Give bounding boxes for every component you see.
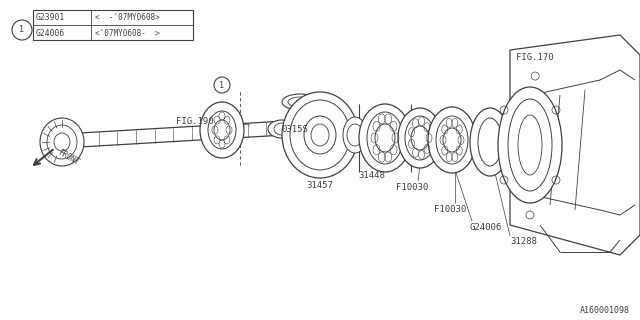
Ellipse shape	[428, 107, 476, 173]
Text: F10030: F10030	[434, 205, 466, 214]
Text: G24006: G24006	[36, 28, 65, 37]
Circle shape	[214, 77, 230, 93]
Text: G23901: G23901	[36, 13, 65, 22]
Circle shape	[12, 20, 32, 40]
Text: FIG.190: FIG.190	[176, 117, 214, 126]
Text: <'07MY0608-  >: <'07MY0608- >	[95, 28, 160, 37]
Text: A160001098: A160001098	[580, 306, 630, 315]
Ellipse shape	[470, 108, 510, 176]
Ellipse shape	[398, 108, 442, 168]
Bar	[33, 10, 193, 40]
Text: 0315S: 0315S	[282, 125, 308, 134]
Ellipse shape	[436, 116, 468, 164]
Ellipse shape	[405, 116, 435, 160]
Ellipse shape	[498, 87, 562, 203]
Text: 31457: 31457	[307, 180, 333, 189]
Ellipse shape	[282, 92, 358, 178]
Text: G24006: G24006	[470, 223, 502, 233]
Ellipse shape	[367, 112, 403, 164]
Text: 31288: 31288	[510, 237, 537, 246]
Polygon shape	[510, 35, 640, 255]
Text: 1: 1	[19, 26, 24, 35]
Ellipse shape	[200, 102, 244, 158]
Text: FIG.170: FIG.170	[516, 53, 554, 62]
Text: 1: 1	[220, 81, 225, 90]
Ellipse shape	[208, 111, 236, 149]
Ellipse shape	[343, 117, 367, 153]
Text: 31448: 31448	[358, 171, 385, 180]
Text: F10030: F10030	[396, 182, 428, 191]
Text: FRONT: FRONT	[56, 148, 80, 168]
Ellipse shape	[40, 118, 84, 166]
Ellipse shape	[282, 94, 318, 110]
Ellipse shape	[268, 120, 296, 138]
Text: <  -'07MY0608>: < -'07MY0608>	[95, 13, 160, 22]
Ellipse shape	[359, 104, 411, 172]
